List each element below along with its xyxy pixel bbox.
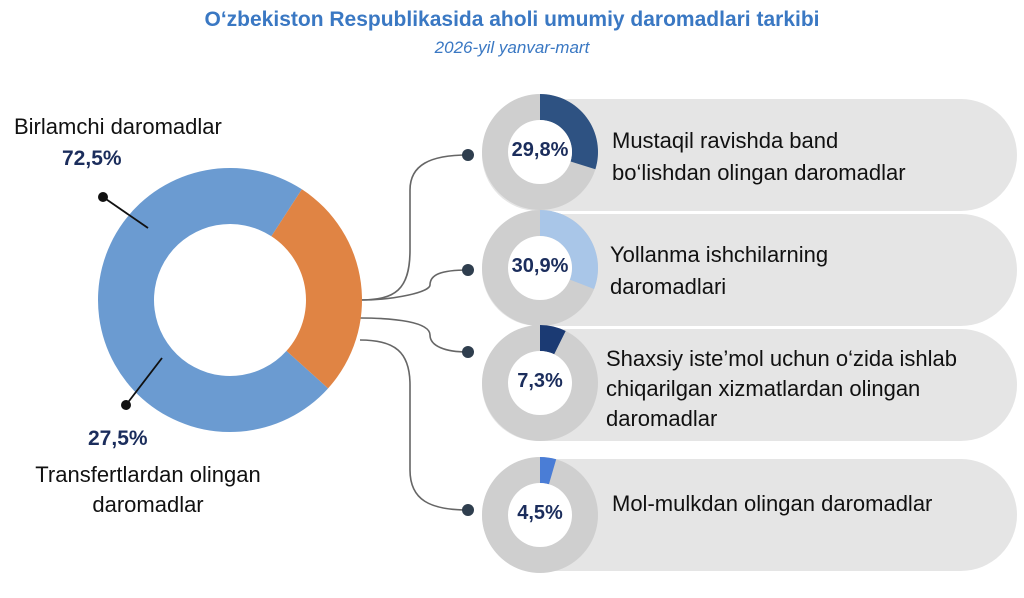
self-employment-label-line2: bo‘lishdan olingan daromadlar	[612, 160, 906, 185]
transfers-income-label-line1: Transfertlardan olingan	[35, 462, 261, 487]
own-consumption-label-line3: daromadlar	[606, 406, 718, 431]
own-consumption-label-line2: chiqarilgan xizmatlardan olingan	[606, 376, 921, 401]
connector-line-1	[359, 154, 469, 301]
breakdown-pill-1	[482, 99, 1017, 211]
breakdown-pill-4	[482, 459, 1017, 571]
breakdown-pill-3	[482, 329, 1017, 441]
property-income-value: 4,5%	[517, 502, 563, 524]
connector-dot-3	[462, 346, 474, 358]
transfers-leader-dot	[121, 400, 131, 410]
self-employment-donut-slice	[540, 94, 598, 170]
connector-line-4	[359, 339, 469, 511]
property-income-label-line1: Mol-mulkdan olingan daromadlar	[612, 491, 933, 516]
transfers-income-label-line2: daromadlar	[92, 492, 204, 517]
transfers-leader-line	[125, 357, 163, 406]
connector-line-2	[359, 269, 469, 301]
own-consumption-donut-hole	[508, 351, 572, 415]
connector-line-3	[359, 317, 469, 353]
connector-dot-2	[462, 264, 474, 276]
transfers-income-value: 27,5%	[88, 427, 148, 450]
connector-dot-1	[462, 149, 474, 161]
chart-subtitle: 2026-yil yanvar-mart	[434, 38, 590, 57]
primary-leader-dot	[98, 192, 108, 202]
self-employment-donut-hole	[508, 120, 572, 184]
wage-earners-donut-hole	[508, 236, 572, 300]
primary-income-value: 72,5%	[62, 147, 122, 170]
connector-dot-4	[462, 504, 474, 516]
property-income-donut-hole	[508, 483, 572, 547]
wage-earners-donut-slice	[540, 210, 598, 290]
breakdown-pill-2	[482, 214, 1017, 326]
property-income-donut-slice	[540, 456, 557, 485]
self-employment-label-line1: Mustaqil ravishda band	[612, 128, 839, 153]
self-employment-value: 29,8%	[511, 139, 569, 161]
own-consumption-label-line1: Shaxsiy iste’mol uchun o‘zida ishlab	[606, 346, 957, 371]
primary-leader-line	[102, 196, 149, 229]
wage-earners-value: 30,9%	[511, 255, 569, 277]
primary-income-label: Birlamchi daromadlar	[14, 114, 222, 139]
own-consumption-value: 7,3%	[517, 370, 563, 392]
own-consumption-donut-slice	[540, 325, 566, 355]
transfers-income-slice	[271, 189, 363, 389]
chart-title: O‘zbekiston Respublikasida aholi umumiy …	[204, 8, 820, 31]
wage-earners-label-line1: Yollanma ishchilarning	[610, 242, 829, 267]
wage-earners-label-line2: daromadlari	[610, 274, 727, 299]
